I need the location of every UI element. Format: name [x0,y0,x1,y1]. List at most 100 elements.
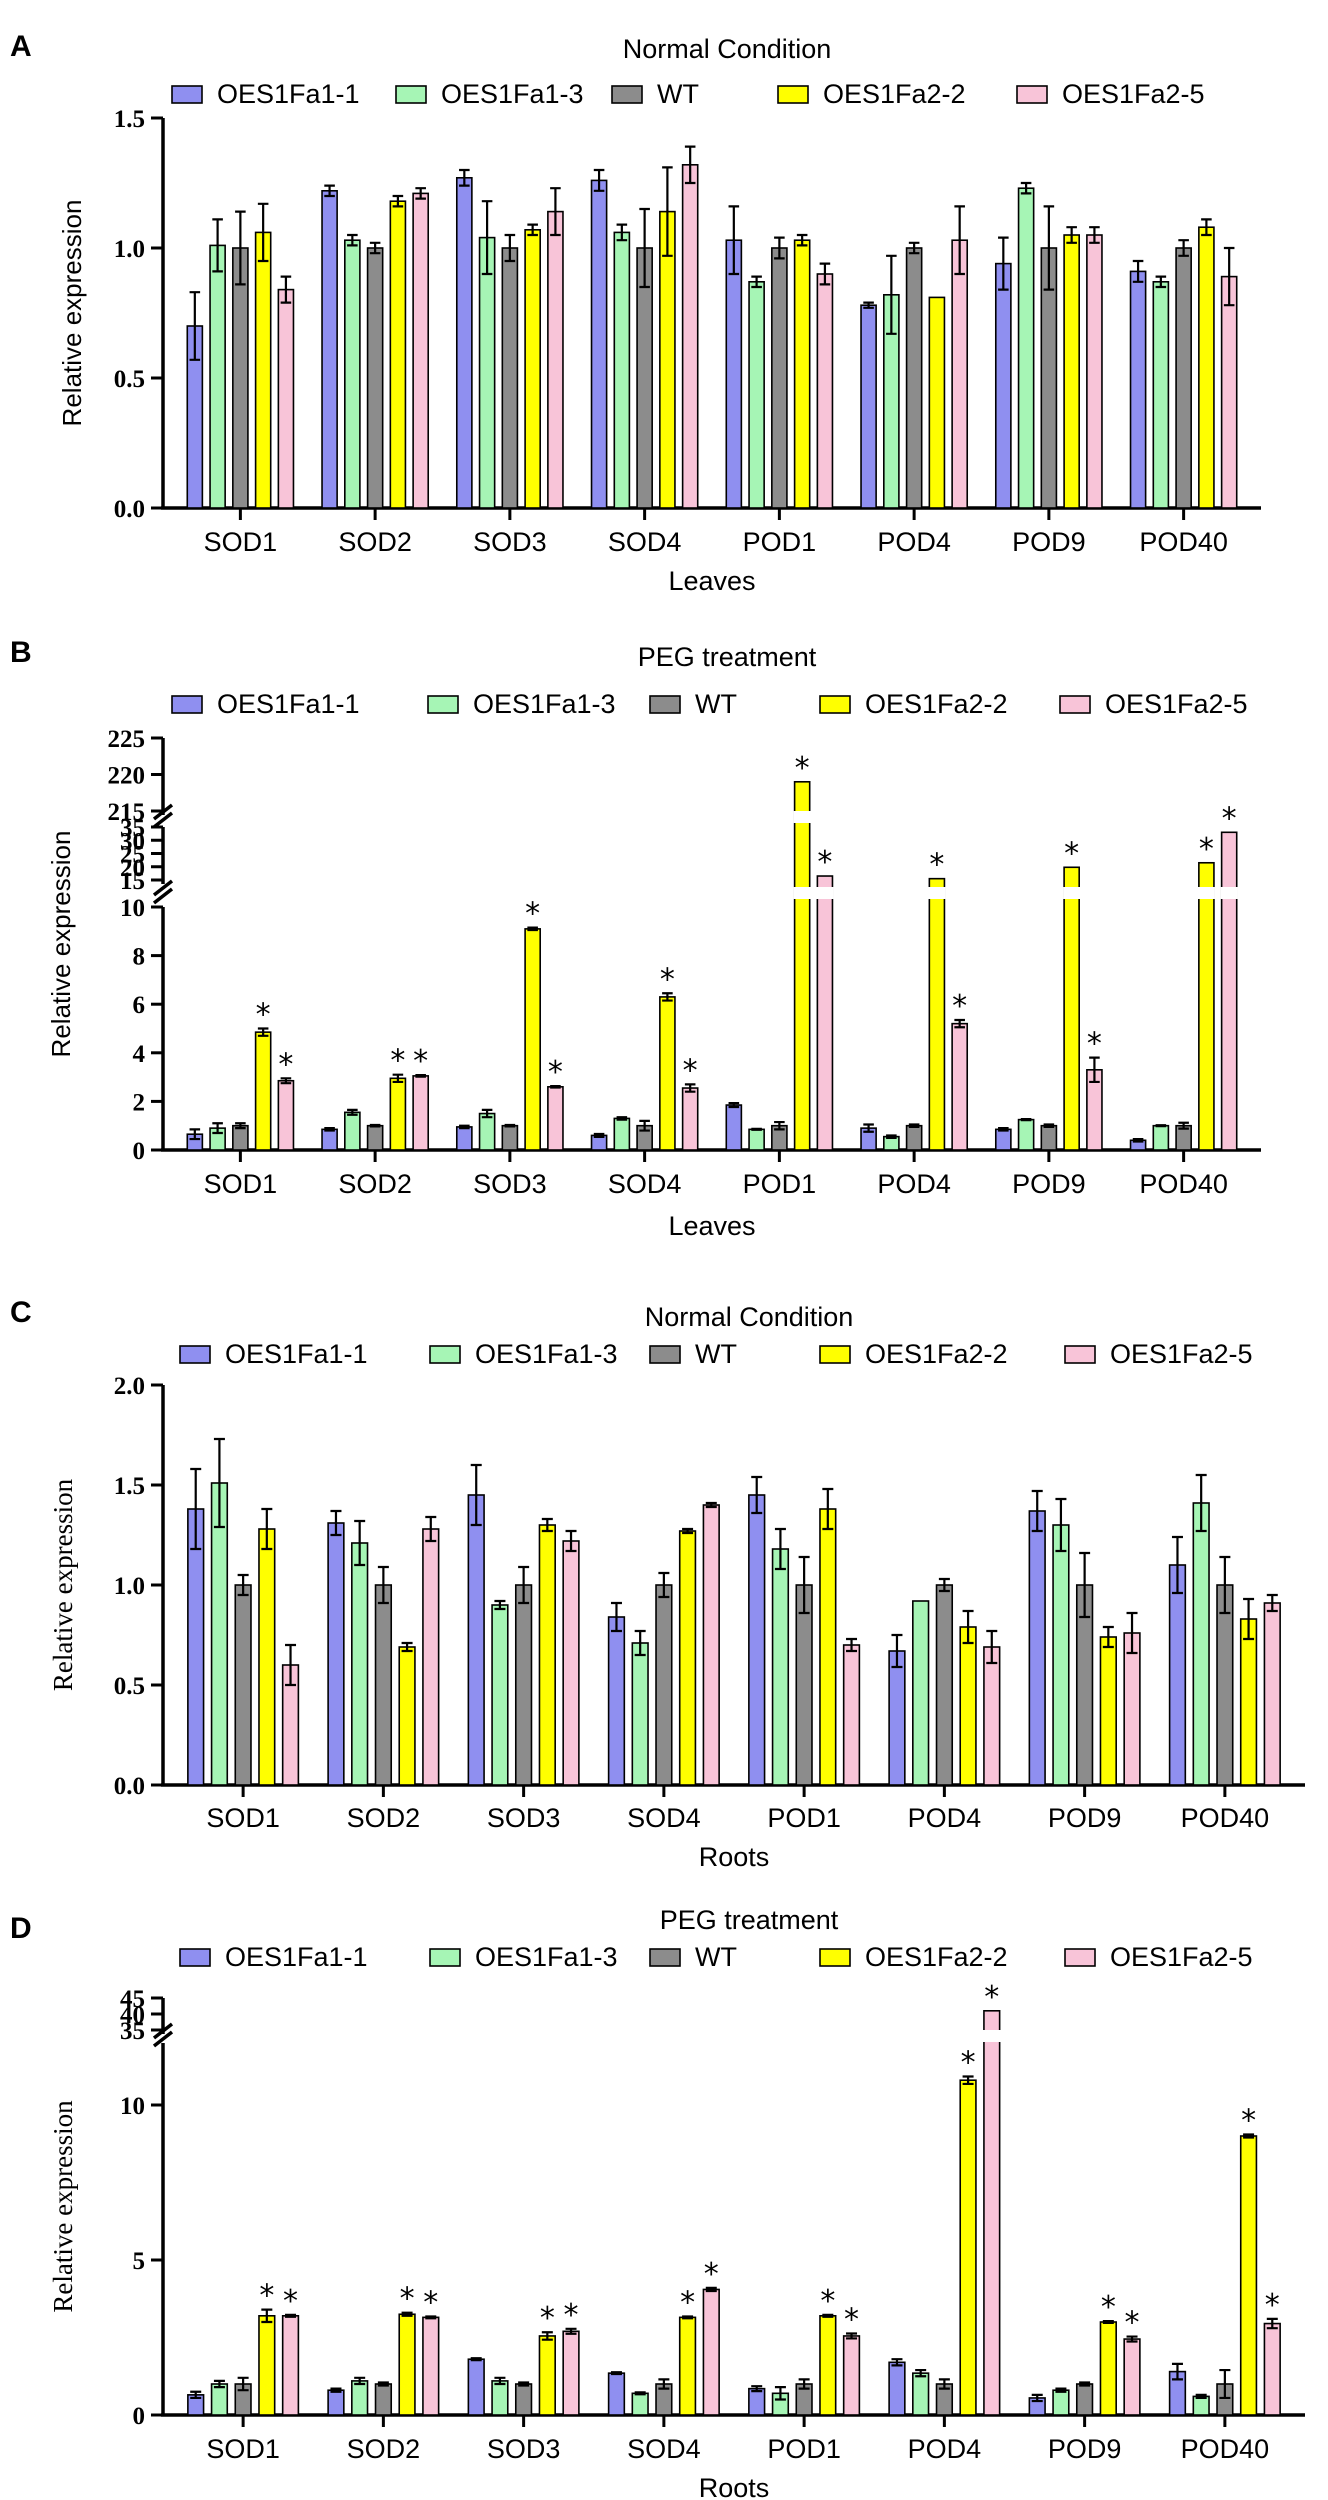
panel-d-bar-sod1-wt-error-bar [237,2376,249,2392]
panel-d-bar-sod1-oes1fa1-1-error-bar [190,2390,202,2400]
panel-c-bar-sod4-wt-error-bar [658,1571,670,1599]
panel-a-bar-sod1-wt-error-bar [235,210,246,286]
panel-c-bar-pod9-oes1fa2-2 [1099,1636,1117,1786]
panel-b-bar-sod3-oes1fa2-2-error-bar [527,926,538,932]
panel-b-bar-sod4-oes1fa2-2-significance: * [660,962,675,997]
panel-d-bar-sod2-oes1fa2-5-error-bar [425,2315,437,2320]
panel-a-bar-pod1-oes1fa1-1 [725,239,743,509]
panel-d-legend-label-4: OES1Fa2-5 [1110,1942,1253,1972]
panel-a-bar-sod4-oes1fa2-5-error-bar [684,145,696,185]
panel-a-legend-label-1: OES1Fa1-3 [441,79,584,109]
panel-d-bar-pod1-oes1fa2-2-error-bar [822,2313,834,2318]
panel-b-legend-swatch-0 [171,695,203,714]
panel-c-bar-pod4-oes1fa1-3 [912,1600,930,1786]
panel-a-bar-pod1-oes1fa2-5-error-bar [819,262,831,286]
panel-b-bar-sod2-oes1fa2-2-significance: * [390,1044,405,1079]
panel-b-bar-sod4-oes1fa2-2 [659,996,676,1151]
panel-b-bar-pod40-wt-error-bar [1178,1121,1189,1130]
panel-c-category-pod1: POD1 [767,1803,841,1833]
panel-b-category-sod4: SOD4 [608,1169,682,1199]
panel-d-bar-pod9-wt [1075,2383,1094,2416]
panel-c-bar-sod1-wt-error-bar [237,1573,249,1597]
panel-a-category-sod4: SOD4 [608,527,682,557]
panel-c-bar-pod9-oes1fa1-1-error-bar [1031,1489,1043,1533]
panel-b-bar-sod1-wt-error-bar [235,1122,246,1130]
panel-d-bar-sod2-oes1fa2-2 [398,2313,416,2416]
panel-c-legend-label-1: OES1Fa1-3 [475,1339,618,1369]
panel-d-legend-label-1: OES1Fa1-3 [475,1942,618,1972]
panel-a-bar-pod40-oes1fa1-1-error-bar [1132,259,1144,283]
panel-b-legend-label-3: OES1Fa2-2 [865,689,1008,719]
panel-a-bar-sod2-oes1fa2-5-error-bar [415,187,426,200]
panel-b-bar-sod4-oes1fa1-3 [613,1117,631,1151]
panel-a-bar-sod4-oes1fa1-3-error-bar [616,223,628,242]
panel-a-bar-sod1-oes1fa2-5 [277,288,295,509]
panel-d-ytick-label-1-2: 45 [120,1986,145,2013]
panel-d-bar-sod1-oes1fa2-2-error-bar [261,2308,273,2324]
panel-c-bar-sod1-oes1fa2-5-error-bar [285,1643,297,1687]
panel-d-legend-swatch-2 [649,1948,681,1967]
panel-b-legend-swatch-3 [819,695,851,714]
panel-b-bar-pod4-oes1fa2-2-significance: * [929,848,944,883]
panel-c-bar-sod4-oes1fa2-5-error-bar [705,1501,717,1509]
panel-a-bar-pod40-oes1fa1-3-error-bar [1155,275,1167,289]
panel-d-bar-pod4-oes1fa2-2-error-bar [962,2075,974,2086]
panel-b-ytick-label-0-3: 6 [133,992,146,1019]
panel-d-category-pod4: POD4 [908,2434,982,2464]
panel-d-bar-sod2-oes1fa2-5 [422,2316,440,2416]
panel-c-bar-pod40-oes1fa1-3 [1192,1502,1210,1786]
panel-b-bar-sod2-oes1fa2-5 [412,1075,430,1151]
panel-b-bar-pod40-oes1fa1-3-error-bar [1155,1124,1167,1128]
panel-a-bar-sod2-wt-error-bar [369,241,381,255]
panel-d-bar-pod1-wt-error-bar [798,2378,810,2390]
panel-d-bar-sod3-oes1fa2-2-significance: * [540,2301,555,2336]
panel-a-bar-pod4-oes1fa1-1-error-bar [863,301,874,309]
panel-d-ytick-label-0-0: 0 [133,2403,146,2430]
panel-b-bar-pod1-oes1fa2-5-significance: * [817,845,832,880]
panel-b-ytick-label-0-4: 8 [133,944,146,971]
panel-b-bar-sod1-oes1fa1-3-error-bar [212,1122,223,1135]
panel-d-letter: D [10,1912,32,1945]
panel-b-bar-pod1-oes1fa1-3-error-bar [751,1127,762,1131]
panel-a-ylabel: Relative expression [57,200,87,427]
panel-a-category-pod9: POD9 [1012,527,1086,557]
panel-d-bar-sod2-wt-error-bar [377,2381,389,2387]
panel-d-bar-pod40-oes1fa2-2-significance: * [1241,2103,1256,2138]
panel-a-bar-sod1-oes1fa2-2-error-bar [257,202,269,263]
panel-c-category-sod4: SOD4 [627,1803,701,1833]
panel-c: C Normal Condition OES1Fa1-1 OES1Fa1-3 WT OES… [10,1296,1305,1872]
panel-b-bar-pod40-oes1fa2-5 [1220,831,1238,1151]
panel-b-bar-sod4-oes1fa1-1-error-bar [593,1132,605,1138]
panel-a-ytick-label-0-3: 1.5 [114,106,145,133]
panel-c-category-sod1: SOD1 [206,1803,280,1833]
panel-c-bar-sod1-oes1fa1-3 [210,1482,229,1786]
panel-c-bar-pod40-oes1fa1-3-error-bar [1195,1473,1207,1533]
panel-c-bar-sod4-oes1fa2-2 [678,1530,697,1786]
panel-c-bar-pod4-oes1fa2-2 [959,1626,977,1786]
panel-a-bar-pod9-oes1fa2-2-error-bar [1066,226,1077,244]
panel-a-bar-pod1-oes1fa1-3-error-bar [751,275,762,289]
panel-a-bar-sod2-oes1fa2-5 [412,192,430,509]
panel-d-category-sod4: SOD4 [627,2434,701,2464]
panel-d-xlabel: Roots [699,2473,770,2500]
panel-d-bar-sod1-oes1fa2-5-significance: * [283,2284,298,2319]
panel-c-bar-sod3-oes1fa2-2 [538,1524,556,1786]
panel-b-legend-label-1: OES1Fa1-3 [473,689,616,719]
panel-a-bar-sod3-oes1fa1-1 [455,177,473,509]
panel-a: A Normal Condition OES1Fa1-1 OES1Fa1-3 WT OES… [10,30,1261,596]
panel-c-ytick-label-0-1: 0.5 [114,1673,145,1700]
panel-c-category-sod2: SOD2 [347,1803,421,1833]
panel-a-legend-swatch-2 [611,85,643,104]
panel-b-bar-sod3-wt [501,1124,519,1151]
panel-b-bar-pod9-oes1fa1-1-error-bar [998,1127,1009,1132]
panel-c-bar-pod40-wt-error-bar [1219,1555,1231,1615]
panel-b-ytick-label-1-3: 30 [120,828,145,855]
panel-c-bar-sod4-oes1fa1-3-error-bar [634,1629,646,1657]
panel-a-bar-pod40-oes1fa2-2-error-bar [1201,218,1212,237]
panel-d-ylabel: Relative expression [48,2100,78,2313]
panel-a-bar-sod2-oes1fa2-2 [389,200,407,509]
panel-c-bar-pod40-oes1fa2-5-error-bar [1266,1593,1278,1613]
panel-c-category-pod4: POD4 [908,1803,982,1833]
panel-d-bar-pod1-oes1fa2-2-significance: * [820,2284,835,2319]
panel-a-bar-pod4-oes1fa1-3-error-bar [886,254,897,335]
